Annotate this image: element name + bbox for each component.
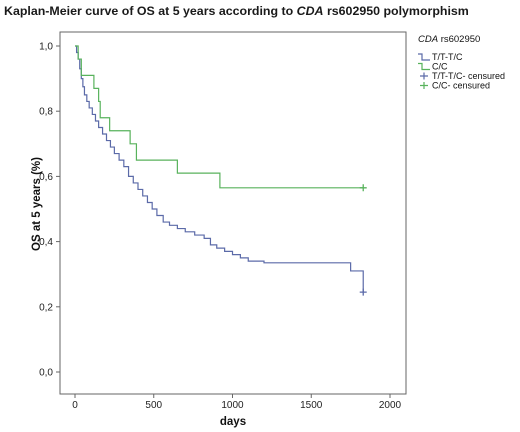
legend-label: C/C- censured <box>432 81 490 91</box>
legend-swatch <box>418 53 430 61</box>
y-tick-label: 1,0 <box>39 42 53 53</box>
x-tick-label: 2000 <box>379 400 402 411</box>
y-axis-label: OS at 5 years (%) <box>31 157 43 251</box>
legend: CDA rs602950 T/T-T/CC/CT/T-T/C- censured… <box>418 34 505 91</box>
legend-label: T/T-T/C- censured <box>432 71 505 81</box>
legend-censor-swatch <box>420 72 428 80</box>
censor-marker <box>359 288 367 296</box>
km-curve-tt-tc <box>75 45 364 293</box>
legend-label: C/C <box>432 62 448 72</box>
legend-censor-swatch <box>420 82 428 89</box>
y-tick-label: 0,0 <box>39 368 53 379</box>
legend-label: T/T-T/C <box>432 52 463 62</box>
x-tick-label: 1500 <box>300 400 323 411</box>
chart-title-gene: CDA <box>296 4 324 18</box>
y-tick-label: 0,8 <box>39 107 53 118</box>
chart-title: Kaplan-Meier curve of OS at 5 years acco… <box>4 4 469 18</box>
x-tick-label: 0 <box>72 400 78 411</box>
km-curve-cc <box>75 45 364 189</box>
x-tick-label: 500 <box>145 400 162 411</box>
legend-title: CDA rs602950 <box>418 34 480 45</box>
x-axis-label: days <box>220 416 246 428</box>
x-tick-label: 1000 <box>221 400 244 411</box>
y-tick-label: 0,4 <box>39 237 53 248</box>
plot-frame <box>59 31 407 395</box>
legend-swatch <box>418 62 430 71</box>
censor-marker <box>359 184 367 192</box>
y-tick-label: 0,2 <box>39 302 53 313</box>
y-tick-label: 0,6 <box>39 172 53 183</box>
